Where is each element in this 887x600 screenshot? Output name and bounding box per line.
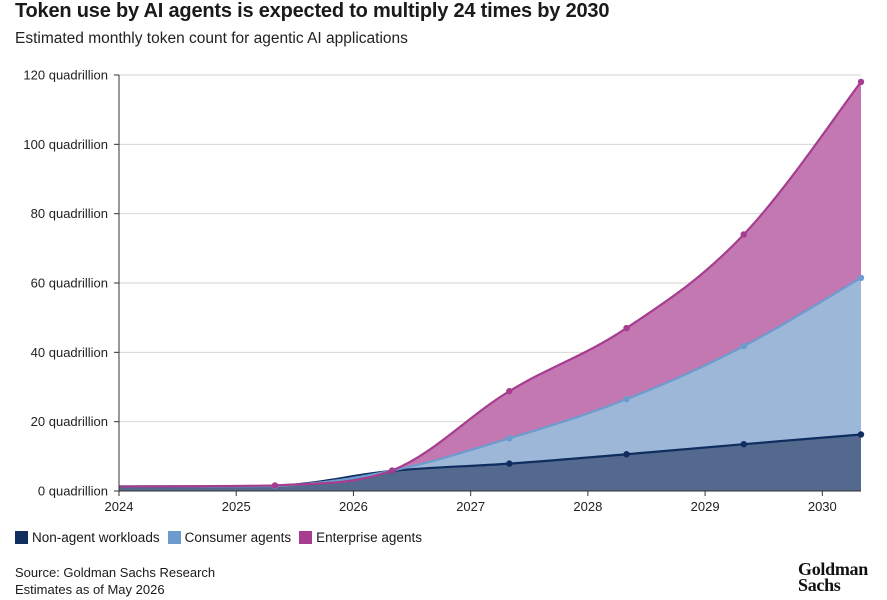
y-tick-label: 100 quadrillion [23,137,108,152]
goldman-sachs-logo: Goldman Sachs [798,559,868,595]
source-note: Source: Goldman Sachs Research Estimates… [15,564,215,598]
point-non-agent [740,441,747,448]
point-consumer [506,435,513,442]
axes [114,74,861,496]
legend-label-non-agent: Non-agent workloads [32,530,160,545]
legend-item-non-agent: Non-agent workloads [15,530,160,545]
point-consumer [740,342,747,350]
x-tick-label: 2029 [691,499,720,514]
area-enterprise [119,81,861,487]
x-tick-label: 2026 [339,499,368,514]
legend-label-enterprise: Enterprise agents [316,530,422,545]
point-enterprise [623,324,630,332]
estimate-line: Estimates as of May 2026 [15,582,165,597]
area-non-agent [119,434,861,491]
area-series [119,81,861,491]
legend-swatch-non-agent [15,531,28,544]
source-line: Source: Goldman Sachs Research [15,565,216,580]
x-tick-label: 2027 [456,499,485,514]
point-enterprise [506,387,513,395]
y-tick-label: 0 quadrillion [38,484,108,499]
legend-swatch-consumer [167,531,181,544]
legend-item-consumer: Consumer agents [167,530,292,545]
x-tick-label: 2028 [573,499,602,514]
y-tick-label: 20 quadrillion [31,414,108,429]
point-enterprise [388,467,396,474]
x-tick-label: 2024 [105,499,134,514]
x-tick-label: 2030 [808,499,837,514]
tick-labels: 0 quadrillion 20 quadrillion 40 quadrillio… [23,68,836,515]
y-tick-label: 40 quadrillion [31,345,108,360]
point-non-agent [623,451,630,458]
y-tick-label: 120 quadrillion [23,68,108,83]
legend-label-consumer: Consumer agents [184,530,292,545]
chart-title: Token use by AI agents is expected to mu… [15,0,610,22]
point-enterprise [857,78,865,86]
point-consumer [623,395,630,403]
series-lines [118,78,865,490]
legend-item-enterprise: Enterprise agents [299,530,422,545]
point-non-agent [857,431,865,438]
point-enterprise [271,482,279,489]
point-enterprise [740,231,747,238]
legend-swatch-enterprise [299,531,313,544]
y-tick-label: 60 quadrillion [31,276,108,291]
y-tick-label: 80 quadrillion [31,206,108,221]
legend: Non-agent workloads Consumer agents Ente… [15,530,430,545]
point-consumer [857,274,865,281]
brand-line-1: Goldman [798,559,868,579]
point-non-agent [506,460,513,467]
brand-line-2: Sachs [798,575,841,595]
chart-subtitle: Estimated monthly token count for agenti… [15,30,408,47]
area-consumer [119,277,861,487]
x-tick-label: 2025 [222,499,251,514]
